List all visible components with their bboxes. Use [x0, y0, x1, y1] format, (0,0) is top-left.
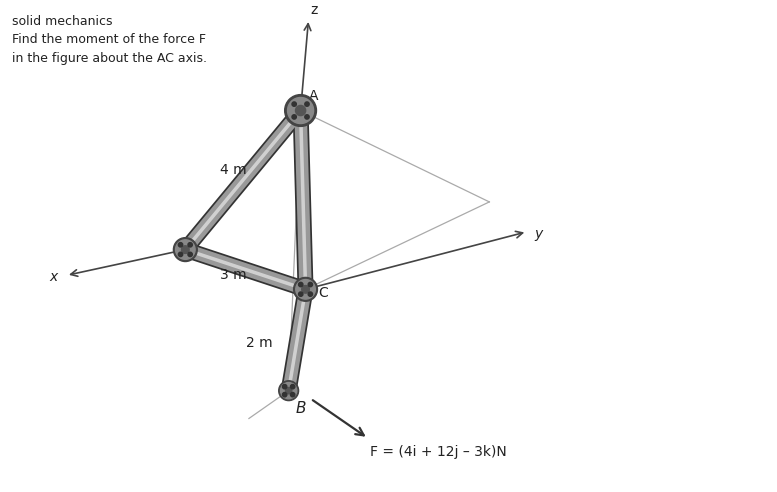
Text: 2 m: 2 m	[246, 336, 272, 350]
Circle shape	[292, 115, 296, 119]
Circle shape	[308, 282, 312, 287]
Circle shape	[176, 240, 195, 259]
Circle shape	[305, 115, 309, 119]
Circle shape	[305, 102, 309, 106]
Circle shape	[301, 285, 309, 293]
Circle shape	[298, 292, 303, 296]
Text: 4 m: 4 m	[220, 163, 246, 177]
Circle shape	[188, 252, 193, 257]
Circle shape	[173, 238, 197, 262]
Text: solid mechanics: solid mechanics	[12, 15, 113, 28]
Circle shape	[279, 381, 298, 400]
Circle shape	[287, 97, 314, 123]
Circle shape	[284, 94, 316, 126]
Text: y: y	[534, 227, 542, 241]
Circle shape	[179, 252, 183, 257]
Circle shape	[298, 282, 303, 287]
Circle shape	[292, 102, 296, 106]
Circle shape	[291, 384, 294, 389]
Circle shape	[285, 388, 292, 394]
Text: x: x	[49, 271, 57, 284]
Circle shape	[182, 246, 189, 253]
Circle shape	[283, 384, 287, 389]
Text: 3 m: 3 m	[220, 269, 246, 282]
Text: F = (4i + 12j – 3k)N: F = (4i + 12j – 3k)N	[370, 445, 507, 460]
Circle shape	[294, 277, 318, 301]
Circle shape	[179, 243, 183, 247]
Circle shape	[280, 382, 297, 399]
Circle shape	[308, 292, 312, 296]
Text: z: z	[311, 3, 318, 17]
Circle shape	[188, 243, 193, 247]
Text: B: B	[295, 400, 306, 416]
Circle shape	[295, 105, 305, 116]
Circle shape	[291, 393, 294, 397]
Circle shape	[296, 279, 315, 299]
Circle shape	[283, 393, 287, 397]
Text: C: C	[319, 286, 328, 300]
Text: Find the moment of the force F
in the figure about the AC axis.: Find the moment of the force F in the fi…	[12, 33, 207, 65]
Text: A: A	[308, 89, 318, 102]
